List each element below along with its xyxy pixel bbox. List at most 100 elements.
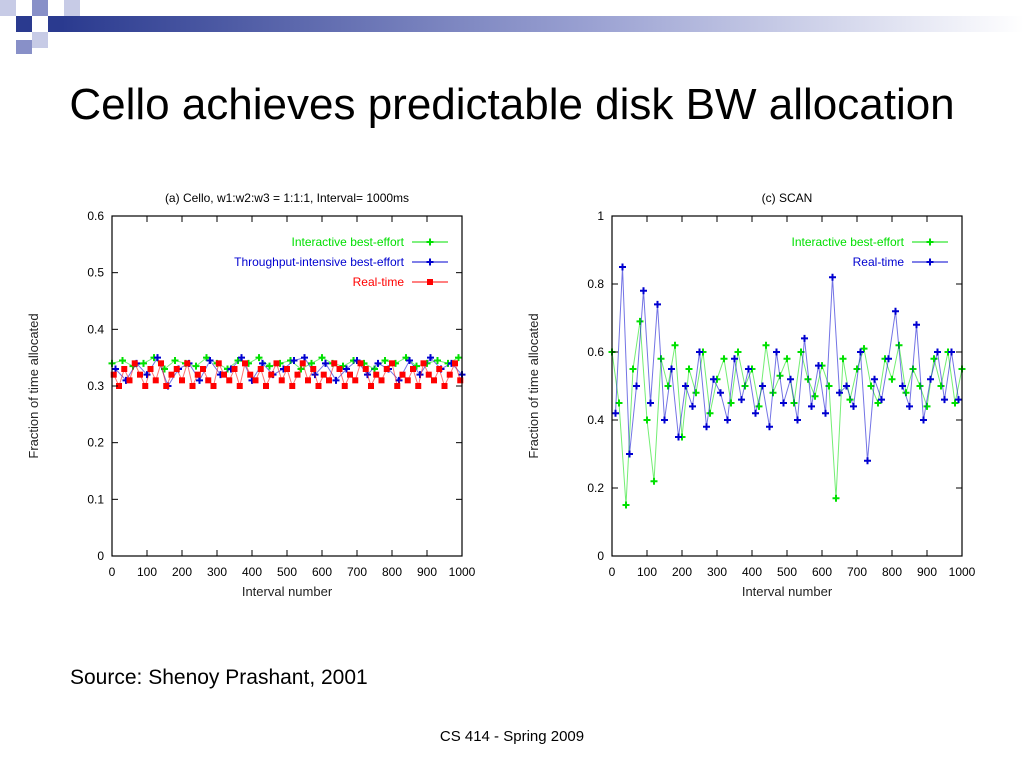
data-point	[425, 371, 432, 378]
y-tick-label: 0.2	[87, 436, 104, 450]
data-point	[406, 357, 413, 364]
data-point	[163, 383, 170, 389]
data-point	[420, 360, 427, 367]
data-point	[173, 366, 180, 372]
data-point	[689, 402, 696, 410]
data-point	[289, 383, 296, 389]
data-point	[154, 354, 161, 362]
data-point	[143, 371, 151, 379]
data-point	[906, 402, 913, 410]
data-point	[221, 371, 227, 378]
deco-square-7	[16, 40, 32, 54]
data-point	[184, 360, 191, 367]
data-point	[112, 365, 119, 373]
data-point	[703, 423, 710, 431]
deco-square-5	[48, 16, 64, 32]
data-point	[930, 355, 938, 363]
slide-title: Cello achieves predictable disk BW alloc…	[69, 80, 955, 129]
x-tick-label: 400	[742, 565, 762, 579]
x-tick-label: 600	[812, 565, 832, 579]
data-point	[341, 383, 348, 389]
data-point	[404, 377, 411, 384]
data-point	[773, 348, 780, 356]
data-point	[636, 317, 644, 325]
data-point	[871, 375, 878, 383]
x-tick-label: 800	[382, 565, 402, 579]
data-point	[955, 396, 962, 404]
y-axis-label: Fraction of time allocated	[526, 313, 541, 458]
x-tick-label: 500	[277, 565, 297, 579]
data-point	[759, 382, 766, 390]
data-point	[916, 382, 924, 390]
data-point	[147, 366, 154, 372]
data-point	[685, 365, 693, 373]
data-point	[236, 383, 243, 389]
data-point	[322, 359, 329, 367]
data-point	[352, 377, 359, 384]
data-point	[885, 355, 892, 363]
legend-marker	[926, 258, 934, 266]
data-point	[255, 354, 263, 362]
data-point	[948, 348, 955, 356]
data-point	[734, 348, 742, 356]
x-tick-label: 100	[137, 565, 157, 579]
x-tick-label: 900	[417, 565, 437, 579]
data-point	[140, 359, 147, 367]
data-point	[301, 354, 308, 362]
deco-square-6	[64, 0, 80, 16]
x-tick-label: 700	[847, 565, 867, 579]
data-point	[920, 416, 927, 424]
data-point	[783, 355, 791, 363]
data-point	[257, 366, 264, 372]
data-point	[615, 399, 623, 407]
data-point	[357, 360, 364, 367]
x-tick-label: 300	[707, 565, 727, 579]
data-point	[305, 377, 311, 384]
source-citation: Source: Shenoy Prashant, 2001	[70, 666, 368, 689]
x-axis-label: Interval number	[242, 584, 333, 599]
data-point	[640, 287, 647, 295]
y-tick-label: 1	[597, 209, 604, 223]
data-point	[326, 377, 332, 384]
data-point	[780, 399, 787, 407]
data-point	[766, 423, 773, 431]
data-point	[892, 307, 899, 315]
data-point	[923, 402, 931, 410]
data-point	[259, 359, 266, 367]
data-point	[452, 360, 458, 367]
data-point	[727, 399, 735, 407]
data-point	[381, 357, 389, 364]
data-point	[619, 263, 626, 271]
y-tick-label: 0.2	[587, 481, 604, 495]
data-point	[434, 357, 441, 364]
data-point	[808, 402, 815, 410]
data-point	[633, 382, 640, 390]
data-point	[332, 376, 340, 384]
data-point	[622, 501, 630, 509]
data-point	[832, 494, 840, 502]
data-point	[142, 383, 149, 389]
data-point	[720, 355, 728, 363]
data-point	[661, 416, 668, 424]
chart-scan: (c) SCAN 0 100 200 300 400 500 600 700 800 900 1000…	[526, 191, 976, 599]
data-point	[738, 396, 745, 404]
data-point	[629, 365, 637, 373]
data-point	[210, 383, 217, 389]
legend-label: Real-time	[853, 255, 905, 269]
data-point	[654, 300, 661, 308]
chart-title: (c) SCAN	[762, 191, 813, 205]
x-axis-label: Interval number	[742, 584, 833, 599]
data-point	[308, 359, 315, 367]
data-point	[839, 355, 847, 363]
data-point	[643, 416, 651, 424]
x-tick-label: 1000	[949, 565, 976, 579]
data-point	[299, 360, 306, 367]
data-point	[415, 383, 422, 389]
data-point	[822, 409, 829, 417]
data-point	[612, 409, 619, 417]
data-point	[347, 371, 353, 378]
data-point	[171, 357, 179, 364]
data-point	[192, 362, 200, 370]
y-tick-label: 0.1	[87, 492, 104, 506]
data-point	[266, 362, 273, 370]
